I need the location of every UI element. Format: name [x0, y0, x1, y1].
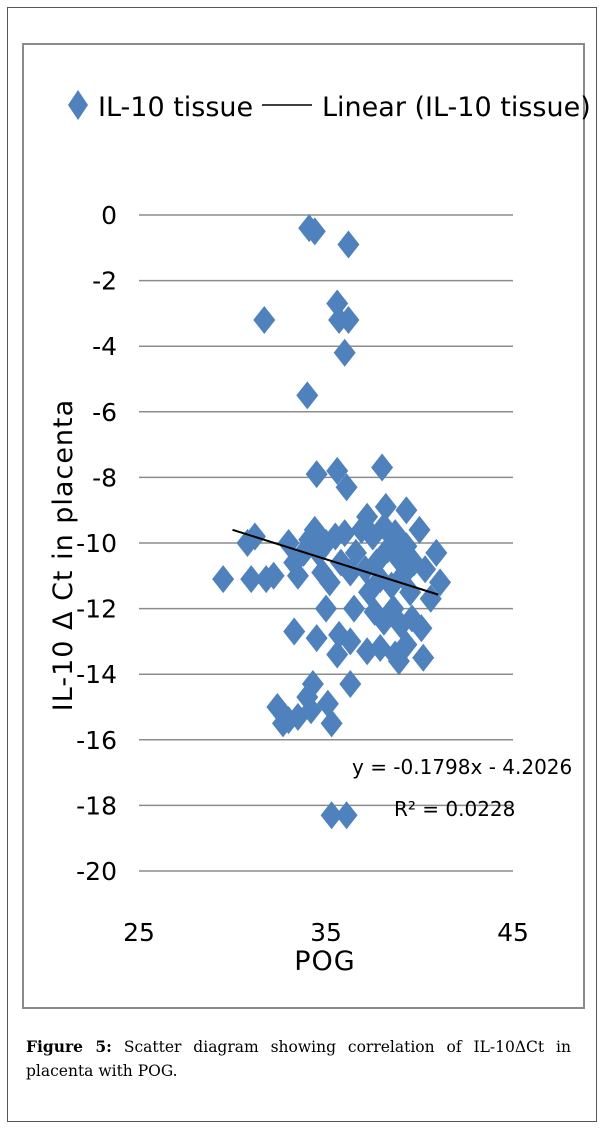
y-tick-label: -16	[76, 726, 117, 755]
data-point	[316, 689, 339, 718]
x-tick-label: 25	[123, 918, 155, 947]
data-point	[262, 561, 285, 590]
trendline-equation: y = -0.1798x - 4.2026	[352, 755, 572, 779]
data-point	[410, 614, 433, 643]
y-tick-label: 0	[101, 201, 117, 230]
x-tick-label: 35	[310, 918, 342, 947]
y-tick-label: -4	[92, 332, 117, 361]
data-point	[414, 555, 437, 584]
data-point	[399, 578, 422, 607]
data-point	[305, 460, 328, 489]
data-point	[305, 624, 328, 653]
data-point	[343, 594, 366, 623]
scatter-chart: IL-10 tissue Linear (IL-10 tissue) 0 -2 -4…	[48, 90, 591, 977]
data-point	[240, 565, 263, 594]
caption-text: Scatter diagram showing correlation of I…	[26, 1038, 571, 1080]
data-point	[333, 519, 356, 548]
data-point	[395, 496, 418, 525]
legend-line-label: Linear (IL-10 tissue)	[322, 92, 591, 123]
data-point	[303, 217, 326, 246]
y-tick-label: -14	[76, 660, 117, 689]
data-point	[339, 670, 362, 699]
legend-marker-label: IL-10 tissue	[98, 92, 253, 123]
data-point	[283, 617, 306, 646]
data-point	[271, 709, 294, 738]
data-point	[335, 801, 358, 830]
page-border	[7, 7, 597, 1122]
data-point	[296, 381, 319, 410]
x-axis-title: POG	[294, 946, 355, 977]
data-point	[335, 473, 358, 502]
grid-lines	[139, 214, 513, 872]
r-squared-label: R² = 0.0228	[394, 797, 515, 821]
data-point	[326, 640, 349, 669]
data-point	[337, 230, 360, 259]
data-point	[387, 647, 410, 676]
data-point	[356, 502, 379, 531]
y-tick-label: -10	[76, 529, 117, 558]
data-point	[419, 584, 442, 613]
caption-label: Figure 5:	[26, 1037, 112, 1056]
trendline-path	[232, 528, 439, 596]
data-point	[412, 643, 435, 672]
data-point	[339, 627, 362, 656]
y-tick-label: -18	[76, 791, 117, 820]
y-axis-title: IL-10 Δ Ct in placenta	[48, 399, 79, 711]
y-tick-label: -6	[92, 398, 117, 427]
y-tick-labels: 0 -2 -4 -6 -8 -10 -12 -14 -16 -18 -20	[76, 201, 117, 886]
data-point	[326, 289, 349, 318]
data-point	[374, 492, 397, 521]
data-point	[318, 568, 341, 597]
y-tick-label: -2	[92, 267, 117, 296]
y-tick-label: -12	[76, 595, 117, 624]
data-point	[253, 305, 276, 334]
data-point	[333, 338, 356, 367]
data-points	[212, 214, 452, 830]
trendline	[232, 528, 439, 596]
legend-marker-icon	[68, 90, 88, 120]
y-tick-label: -8	[92, 463, 117, 492]
data-point	[320, 801, 343, 830]
data-point	[429, 568, 452, 597]
data-point	[344, 538, 367, 567]
data-point	[356, 637, 379, 666]
data-point	[326, 456, 349, 485]
x-tick-label: 45	[497, 918, 529, 947]
data-point	[408, 515, 431, 544]
data-point	[337, 305, 360, 334]
data-point	[296, 683, 319, 712]
data-point	[286, 561, 309, 590]
data-point	[425, 538, 448, 567]
legend: IL-10 tissue Linear (IL-10 tissue)	[68, 90, 591, 123]
y-tick-label: -20	[76, 857, 117, 886]
x-tick-labels: 25 35 45	[123, 918, 529, 947]
figure-caption: Figure 5: Scatter diagram showing correl…	[26, 1035, 571, 1083]
data-point	[320, 709, 343, 738]
data-point	[315, 594, 337, 623]
chart-frame	[22, 43, 585, 1009]
data-point	[371, 453, 394, 482]
data-point	[212, 565, 235, 594]
